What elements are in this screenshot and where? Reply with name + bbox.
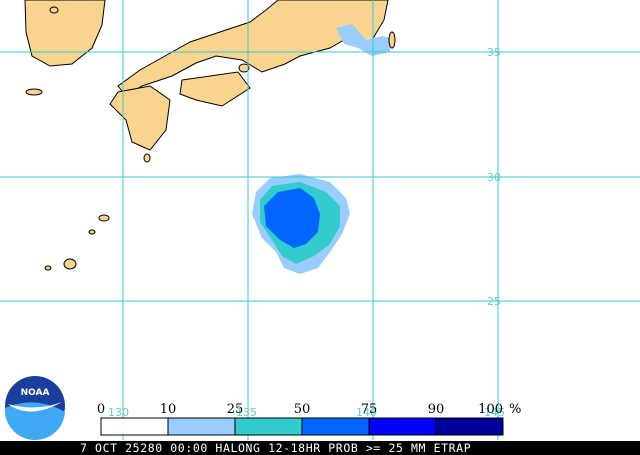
legend-label: 10 <box>160 402 177 417</box>
lat-label: 35 <box>487 46 501 59</box>
legend: 0 10 25 50 75 90 100 <box>97 402 504 436</box>
legend-label: 50 <box>294 402 311 417</box>
lon-label: 145 <box>484 406 505 419</box>
island <box>63 258 77 270</box>
lon-label: 130 <box>108 406 129 419</box>
kanto-plain <box>336 24 390 56</box>
prob-50 <box>264 188 320 248</box>
legend-label: 100 <box>478 402 503 417</box>
island <box>98 214 110 222</box>
legend-swatch <box>234 417 303 436</box>
island <box>238 63 250 73</box>
lat-label: 30 <box>487 171 501 184</box>
caption: 7 OCT 25280 00:00 HALONG 12-18HR PROB >=… <box>80 441 471 455</box>
logo-swoosh <box>8 402 62 412</box>
logo-text: NOAA <box>21 388 50 398</box>
korea <box>24 0 106 67</box>
shikoku <box>179 71 251 107</box>
caption-bar <box>0 441 640 455</box>
lon-label: 140 <box>356 406 377 419</box>
legend-swatch <box>100 417 169 436</box>
island <box>388 31 396 49</box>
land <box>24 0 396 271</box>
legend-unit: % <box>509 402 521 417</box>
lon-label: 135 <box>236 406 257 419</box>
island <box>88 229 96 235</box>
legend-label: 90 <box>428 402 445 417</box>
island <box>44 265 52 271</box>
island <box>25 88 43 96</box>
island <box>143 153 151 163</box>
legend-swatch <box>167 417 236 436</box>
legend-swatch <box>435 417 504 436</box>
lat-label: 25 <box>487 295 501 308</box>
legend-swatch <box>368 417 437 436</box>
island <box>49 6 59 14</box>
graticule <box>0 0 640 440</box>
noaa-logo: NOAA <box>4 376 65 441</box>
legend-label: 0 <box>97 402 105 417</box>
probability-area <box>252 174 350 274</box>
legend-label: 25 <box>227 402 244 417</box>
kyushu <box>109 85 171 151</box>
logo-wave <box>4 402 65 441</box>
legend-swatch <box>301 417 370 436</box>
legend-label: 75 <box>361 402 378 417</box>
